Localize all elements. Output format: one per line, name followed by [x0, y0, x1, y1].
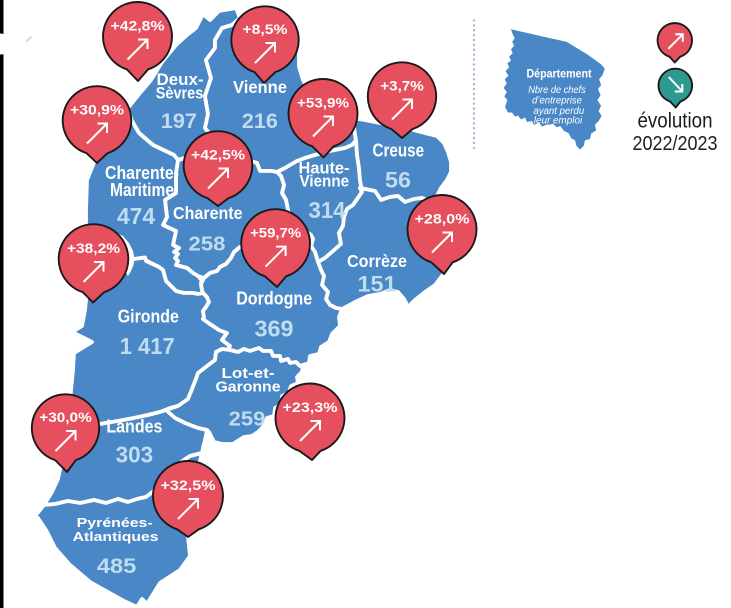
svg-text:151: 151	[358, 272, 397, 297]
svg-text:Corrèze: Corrèze	[347, 251, 407, 271]
svg-text:56: 56	[385, 168, 411, 193]
svg-text:485: 485	[97, 554, 137, 578]
svg-text:d’entreprise: d’entreprise	[532, 96, 583, 107]
svg-text:Vienne: Vienne	[233, 77, 287, 97]
svg-text:Garonne: Garonne	[216, 380, 281, 396]
svg-text:évolution: évolution	[638, 110, 713, 133]
svg-text:Pyrénées-: Pyrénées-	[77, 515, 153, 530]
svg-text:+23,3%: +23,3%	[283, 400, 338, 415]
svg-text:197: 197	[161, 110, 197, 133]
svg-text:+8,5%: +8,5%	[243, 22, 288, 37]
svg-text:Creuse: Creuse	[373, 139, 425, 160]
svg-text:Deux-: Deux-	[157, 70, 204, 89]
svg-text:Landes: Landes	[106, 416, 162, 437]
svg-text:1 417: 1 417	[120, 333, 175, 359]
svg-text:Nbre de chefs: Nbre de chefs	[528, 85, 586, 96]
svg-text:+53,9%: +53,9%	[297, 96, 349, 111]
svg-text:+30,0%: +30,0%	[39, 410, 92, 425]
svg-text:Gironde: Gironde	[118, 306, 179, 327]
svg-text:+59,7%: +59,7%	[250, 226, 301, 241]
svg-text:Dordogne: Dordogne	[236, 289, 312, 309]
svg-text:Sèvres: Sèvres	[156, 84, 204, 103]
svg-text:Département: Département	[527, 69, 592, 81]
svg-text:+38,2%: +38,2%	[67, 241, 120, 256]
svg-text:+32,5%: +32,5%	[161, 478, 216, 493]
svg-text:+42,5%: +42,5%	[191, 148, 245, 163]
svg-text:258: 258	[189, 232, 226, 255]
svg-text:369: 369	[255, 316, 294, 342]
svg-text:216: 216	[242, 110, 278, 133]
svg-text:Charente: Charente	[173, 203, 243, 223]
svg-text:+3,7%: +3,7%	[380, 79, 424, 94]
svg-text:+30,9%: +30,9%	[70, 103, 124, 118]
svg-text:+42,8%: +42,8%	[111, 19, 165, 34]
svg-text:leur emploi: leur emploi	[534, 115, 583, 126]
svg-text:ayant perdu: ayant perdu	[533, 106, 584, 117]
svg-text:259: 259	[229, 409, 266, 431]
svg-text:474: 474	[117, 203, 155, 229]
svg-text:+28,0%: +28,0%	[415, 212, 470, 227]
svg-text:303: 303	[116, 441, 154, 467]
svg-text:Charente-: Charente-	[105, 163, 179, 183]
svg-text:314: 314	[309, 197, 346, 223]
svg-text:Lot-et-: Lot-et-	[222, 365, 275, 382]
svg-text:Maritime: Maritime	[110, 180, 174, 200]
svg-text:2022/2023: 2022/2023	[633, 132, 718, 155]
svg-text:Vienne: Vienne	[300, 173, 350, 191]
svg-text:Atlantiques: Atlantiques	[73, 529, 159, 544]
svg-text:Haute-: Haute-	[299, 160, 350, 178]
